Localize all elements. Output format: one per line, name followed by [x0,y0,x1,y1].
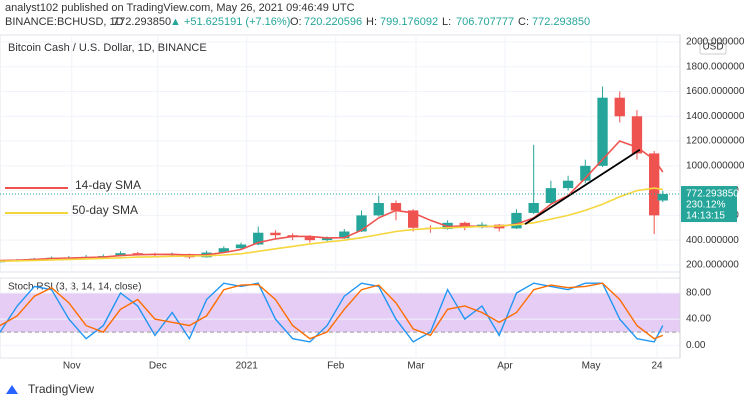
candle-body [253,232,264,245]
y-tick-label: 400.000000 [686,235,739,246]
candle-body [580,165,591,181]
price: 772.293850 [113,16,171,28]
candle-body [304,237,316,241]
ohlc-value: 772.293850 [532,16,590,28]
candle-body [218,248,229,253]
candle-body [511,212,522,229]
candle-body [545,188,557,203]
ohlc-label: O: [290,16,302,28]
ohlc-label: C: [518,16,529,28]
x-tick-label: May [582,361,601,372]
x-tick-label: Dec [149,361,167,372]
y-tick-label: 1400.000000 [686,111,745,122]
price-tag-countdown: 14:13:15 [686,211,725,222]
symbol: BINANCE:BCHUSD, 1D [5,16,124,28]
sma-line [0,187,663,262]
price-tag [681,186,737,223]
candle-body [373,202,384,216]
trendline [524,148,641,225]
candle-body [657,194,668,201]
brand: TradingView [28,382,94,396]
stoch-title: Stoch RSI (3, 3, 14, 14, close) [8,282,141,293]
x-tick-label: Apr [497,361,513,372]
publisher: analyst102 published on TradingView.com,… [5,2,355,14]
y-tick-label: 0.00 [686,340,706,351]
candle-body [321,238,333,241]
candle-body [562,180,574,189]
y-tick-label: 1600.000000 [686,86,745,97]
sma-line [0,140,664,262]
candle-body [390,202,402,211]
candle-body [408,210,419,228]
candle-body [235,244,247,249]
y-tick-label: 1000.000000 [686,160,745,171]
y-tick-label: 80.00 [686,288,711,299]
stoch-line [0,282,664,340]
price-tag-change: 230.12% [686,200,726,211]
x-tick-label: Nov [63,361,81,372]
x-tick-label: 24 [651,361,663,372]
currency-box [699,39,727,55]
legend-label: 50-day SMA [72,203,138,217]
candle-body [649,153,660,216]
candle-body [115,253,126,257]
candle-body [270,232,281,236]
ohlc-value: 720.220596 [304,16,362,28]
brand-logo [6,385,18,394]
candle-body [631,116,643,154]
y-tick-label: 2000.000000 [686,37,745,48]
y-tick-label: 1800.000000 [686,61,745,72]
x-tick-label: Mar [407,361,425,372]
legend-label: 14-day SMA [75,178,141,192]
ohlc-value: 799.176092 [380,16,438,28]
y-tick-label: 1200.000000 [686,136,745,147]
currency: USD [702,42,723,53]
y-tick-label: 40.00 [686,314,711,325]
candle-body [459,222,470,228]
candle-body [356,215,367,232]
x-tick-label: 2021 [236,361,259,372]
ohlc-label: L: [442,16,451,28]
candle-body [132,253,143,255]
candle-body [597,97,608,166]
candle-body [614,97,625,117]
candle-body [528,202,539,213]
y-tick-label: 200.000000 [686,260,739,271]
change: ▲ +51.625191 (+7.16%) [170,16,290,28]
price-tag-value: 772.293850 [686,189,739,200]
stoch-line [0,282,664,343]
chart-title: Bitcoin Cash / U.S. Dollar, 1D, BINANCE [8,42,207,54]
ohlc-value: 706.707777 [456,16,514,28]
x-tick-label: Feb [327,361,345,372]
candle-body [339,231,350,239]
ohlc-label: H: [366,16,377,28]
stoch-band [0,292,680,333]
